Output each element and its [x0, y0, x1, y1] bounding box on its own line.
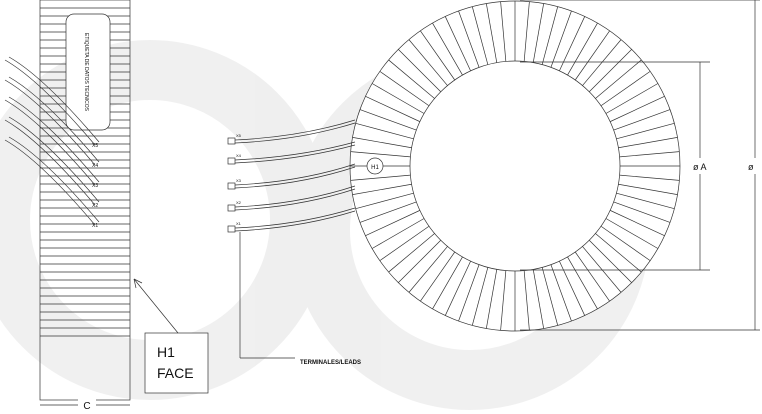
terminal: [228, 183, 235, 189]
leads-label: TERMINALES/LEADS: [300, 360, 361, 366]
terminal: [228, 205, 235, 211]
lead-label: X5: [236, 133, 242, 138]
dim-c: C: [83, 401, 90, 412]
terminal: [228, 226, 235, 232]
lead-label: X4: [92, 163, 98, 169]
mark: H1: [371, 165, 379, 171]
drawing: ETIQUETA DE DATOS TECNICOS X5X4X3X2X1 C …: [0, 0, 762, 414]
terminal: [228, 158, 235, 164]
lead-label: X4: [236, 153, 242, 158]
lead-label: X1: [236, 221, 242, 226]
terminal: [228, 138, 235, 144]
label-panel-text: ETIQUETA DE DATOS TECNICOS: [83, 33, 89, 112]
lead-label: X1: [92, 223, 98, 229]
callout-box: [145, 333, 208, 393]
callout-line1: H1: [157, 344, 175, 360]
lead-label: X5: [92, 143, 98, 149]
arrow: [134, 279, 178, 333]
lead-label: X3: [92, 183, 98, 189]
lead-label: X3: [236, 178, 242, 183]
lead-label: X2: [92, 203, 98, 209]
lead-label: X2: [236, 200, 242, 205]
dim-inner: ø A: [693, 162, 707, 172]
callout-line2: FACE: [157, 365, 194, 381]
dim-outer: ø: [748, 162, 754, 172]
